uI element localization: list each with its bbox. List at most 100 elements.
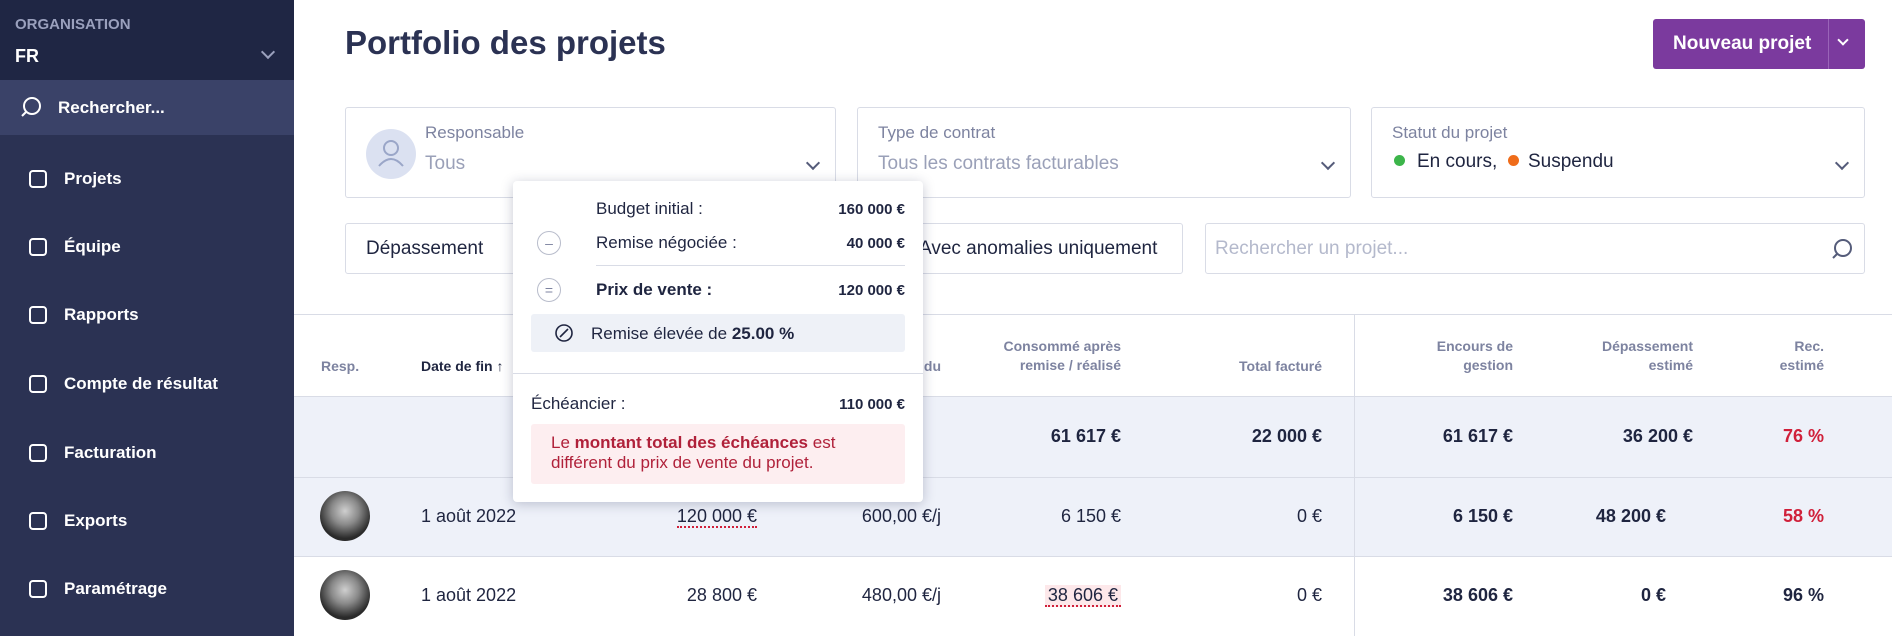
table-cell: 6 150 € <box>1452 506 1513 526</box>
popup-label: Échéancier : <box>531 394 626 413</box>
nav-label: Projets <box>64 169 122 188</box>
status-dot <box>1394 155 1405 166</box>
table-cell: 58 % <box>1782 506 1824 526</box>
filter-value: Tous les contrats facturables <box>878 153 1119 174</box>
header-line: gestion <box>1463 357 1513 373</box>
warning-emph: montant total des échéances <box>574 433 808 452</box>
header-line: remise / réalisé <box>1019 357 1121 373</box>
header-cell[interactable]: Date de fin ↑ <box>421 358 504 374</box>
discount-alert: Remise élevée de 25.00 % <box>531 314 905 352</box>
nav-label: Compte de résultat <box>64 374 218 393</box>
toggle-label: Dépassement <box>366 238 484 259</box>
header-cell: du <box>923 358 941 374</box>
popup-value: 120 000 € <box>838 282 905 299</box>
table-cell: 480,00 €/j <box>861 585 941 605</box>
header-line: estimé <box>1648 357 1693 373</box>
alert-text: Remise élevée de 25.00 % <box>591 324 794 344</box>
warning-text: est différent du prix de vente du projet… <box>551 433 836 472</box>
nav-item[interactable]: Exports <box>0 496 294 546</box>
table-cell: 48 200 € <box>1595 506 1666 526</box>
chevron <box>1837 34 1849 46</box>
header-cell: Dépassement estimé <box>1602 337 1693 375</box>
table-cell: 76 % <box>1782 426 1824 446</box>
table-cell: 600,00 €/j <box>861 506 941 526</box>
header-cell: Total facturé <box>1239 358 1322 374</box>
table-cell: 6 150 € <box>1060 506 1121 526</box>
icon <box>29 238 47 256</box>
search-nav[interactable]: Rechercher... <box>0 80 294 135</box>
header-cell: Rec. estimé <box>1780 337 1824 375</box>
alert-value: 25.00 % <box>731 324 795 343</box>
nav-item[interactable]: Projets <box>0 154 294 204</box>
popup-label: Budget initial : <box>596 199 703 218</box>
table-cell: 38 606 € <box>1442 585 1513 605</box>
chevron <box>1320 155 1336 171</box>
org-name: FR <box>15 46 39 66</box>
table-border <box>294 314 1892 315</box>
separator <box>513 373 923 374</box>
budget-popup: Budget initial : 160 000 € – Remise négo… <box>513 181 923 502</box>
icon <box>29 512 47 530</box>
header-cell: Resp. <box>321 358 360 374</box>
org-switcher[interactable]: ORGANISATION FR <box>0 0 294 80</box>
popup-label: Prix de vente : <box>596 280 713 299</box>
table-cell: 0 € <box>1296 585 1322 605</box>
chevron <box>1834 155 1850 171</box>
nav-label: Équipe <box>64 237 121 256</box>
table-cell: 120 000 € <box>676 506 757 528</box>
status-value: En cours, <box>1417 151 1498 172</box>
header-line: estimé <box>1779 357 1824 373</box>
chevron <box>260 44 276 60</box>
anomalies-toggle[interactable]: Avec anomalies uniquement <box>880 223 1183 274</box>
icon <box>29 306 47 324</box>
icon <box>29 170 47 188</box>
table-cell: 36 200 € <box>1622 426 1693 446</box>
table-cell: 1 août 2022 <box>421 585 517 605</box>
project-search[interactable]: Rechercher un projet... <box>1205 223 1865 274</box>
header-cell: Encours de gestion <box>1437 337 1513 375</box>
icon <box>378 140 404 167</box>
header-cell: Consommé après remise / réalisé <box>1004 337 1121 375</box>
search-placeholder: Rechercher un projet... <box>1215 238 1409 259</box>
nav-item[interactable]: Équipe <box>0 222 294 272</box>
table-cell: 61 617 € <box>1442 426 1513 446</box>
icon <box>29 580 47 598</box>
nav-item[interactable]: Facturation <box>0 428 294 478</box>
column-divider <box>1354 314 1355 636</box>
filter-label: Type de contrat <box>878 123 996 142</box>
sidebar: ORGANISATION FR Rechercher... Projets Équ… <box>0 0 294 636</box>
depassement-toggle[interactable]: Dépassement <box>345 223 545 274</box>
search-icon <box>1832 239 1852 259</box>
table-cell: 38 606 € <box>1044 585 1121 607</box>
nav-label: Rapports <box>64 305 139 324</box>
avatar-placeholder <box>366 129 416 179</box>
row-border <box>294 396 1892 397</box>
nav-label: Exports <box>64 511 128 530</box>
nav-item[interactable]: Rapports <box>0 290 294 340</box>
icon <box>555 324 573 342</box>
table-cell: 22 000 € <box>1251 426 1322 446</box>
warning-text: Le <box>551 433 570 452</box>
avatar <box>320 491 370 541</box>
divider <box>1828 19 1829 69</box>
filter-label: Statut du projet <box>1392 123 1508 142</box>
table-cell: 61 617 € <box>1050 426 1121 446</box>
nav-item[interactable]: Compte de résultat <box>0 359 294 409</box>
popup-value: 40 000 € <box>846 235 905 252</box>
icon <box>21 97 41 117</box>
row-border <box>294 556 1892 557</box>
new-project-button[interactable]: Nouveau projet <box>1653 19 1865 69</box>
search-label: Rechercher... <box>58 97 165 117</box>
header-text: Date de fin <box>421 358 493 374</box>
header-line: Encours de <box>1436 338 1513 354</box>
status-value: Suspendu <box>1528 151 1614 172</box>
avatar <box>320 570 370 620</box>
filter-contrat[interactable]: Type de contrat Tous les contrats factur… <box>857 107 1351 198</box>
header-line: Rec. <box>1794 338 1824 354</box>
popup-label: Remise négociée : <box>596 233 737 252</box>
filter-value: Tous <box>425 153 466 174</box>
nav-item[interactable]: Paramétrage <box>0 564 294 614</box>
minus-icon: – <box>537 231 561 255</box>
filter-statut[interactable]: Statut du projet En cours, Suspendu <box>1371 107 1865 198</box>
